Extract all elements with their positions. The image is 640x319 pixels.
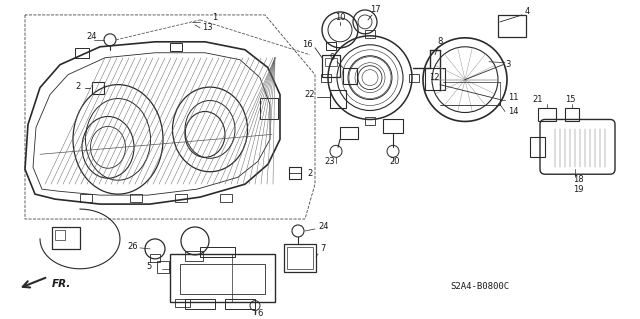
Bar xyxy=(220,194,232,202)
Text: 13: 13 xyxy=(202,23,212,32)
Text: 8: 8 xyxy=(437,37,443,46)
Text: 20: 20 xyxy=(390,157,400,166)
Text: 26: 26 xyxy=(127,242,138,251)
Bar xyxy=(130,194,142,202)
Bar xyxy=(55,230,65,240)
Bar xyxy=(322,55,340,77)
Text: 2: 2 xyxy=(307,169,312,178)
Bar xyxy=(185,251,203,261)
Bar xyxy=(340,127,358,139)
Text: 17: 17 xyxy=(370,5,380,14)
Text: FR.: FR. xyxy=(52,279,72,289)
Text: S2A4-B0800C: S2A4-B0800C xyxy=(450,282,509,291)
Text: 16: 16 xyxy=(302,40,313,49)
Bar xyxy=(260,98,278,120)
Text: 15: 15 xyxy=(564,95,575,104)
Text: 1: 1 xyxy=(212,13,218,22)
Bar xyxy=(498,15,526,37)
Text: 4: 4 xyxy=(525,7,531,17)
Text: 10: 10 xyxy=(335,13,345,22)
Bar xyxy=(170,43,182,51)
Bar xyxy=(175,299,190,307)
Bar xyxy=(321,74,331,82)
Text: 22: 22 xyxy=(305,90,315,99)
Bar xyxy=(289,167,301,179)
Text: 19: 19 xyxy=(573,185,583,194)
Text: 21: 21 xyxy=(532,95,543,104)
Bar xyxy=(80,194,92,202)
Bar xyxy=(425,68,445,90)
Bar xyxy=(180,264,265,294)
Text: 7: 7 xyxy=(320,244,325,253)
Text: 3: 3 xyxy=(505,60,510,69)
Text: 12: 12 xyxy=(429,73,440,82)
Text: 14: 14 xyxy=(508,107,518,116)
Bar xyxy=(409,74,419,82)
Bar xyxy=(326,42,336,50)
Bar xyxy=(52,227,80,249)
Bar xyxy=(75,48,89,58)
Text: 24: 24 xyxy=(318,222,328,232)
Bar xyxy=(325,58,337,66)
Text: 11: 11 xyxy=(508,93,518,102)
Text: 9: 9 xyxy=(330,53,335,62)
Bar xyxy=(150,254,160,262)
Bar xyxy=(157,261,169,273)
Bar xyxy=(365,117,375,125)
Text: 5: 5 xyxy=(147,262,152,271)
Bar xyxy=(284,244,316,272)
Bar xyxy=(170,254,275,302)
Text: 2: 2 xyxy=(76,82,81,91)
Bar xyxy=(200,247,235,257)
Text: 24: 24 xyxy=(87,32,97,41)
Text: 18: 18 xyxy=(573,175,583,184)
Bar xyxy=(287,247,313,269)
Bar xyxy=(343,68,357,84)
Bar xyxy=(530,137,545,157)
Text: 6: 6 xyxy=(257,309,262,318)
Bar xyxy=(330,90,346,108)
Bar xyxy=(185,299,215,308)
Bar xyxy=(383,120,403,133)
Bar xyxy=(565,108,579,122)
Text: 23: 23 xyxy=(324,157,335,166)
Bar xyxy=(92,82,104,93)
Bar xyxy=(538,108,556,122)
Bar xyxy=(225,299,255,308)
Bar xyxy=(175,194,187,202)
Bar xyxy=(365,30,375,38)
